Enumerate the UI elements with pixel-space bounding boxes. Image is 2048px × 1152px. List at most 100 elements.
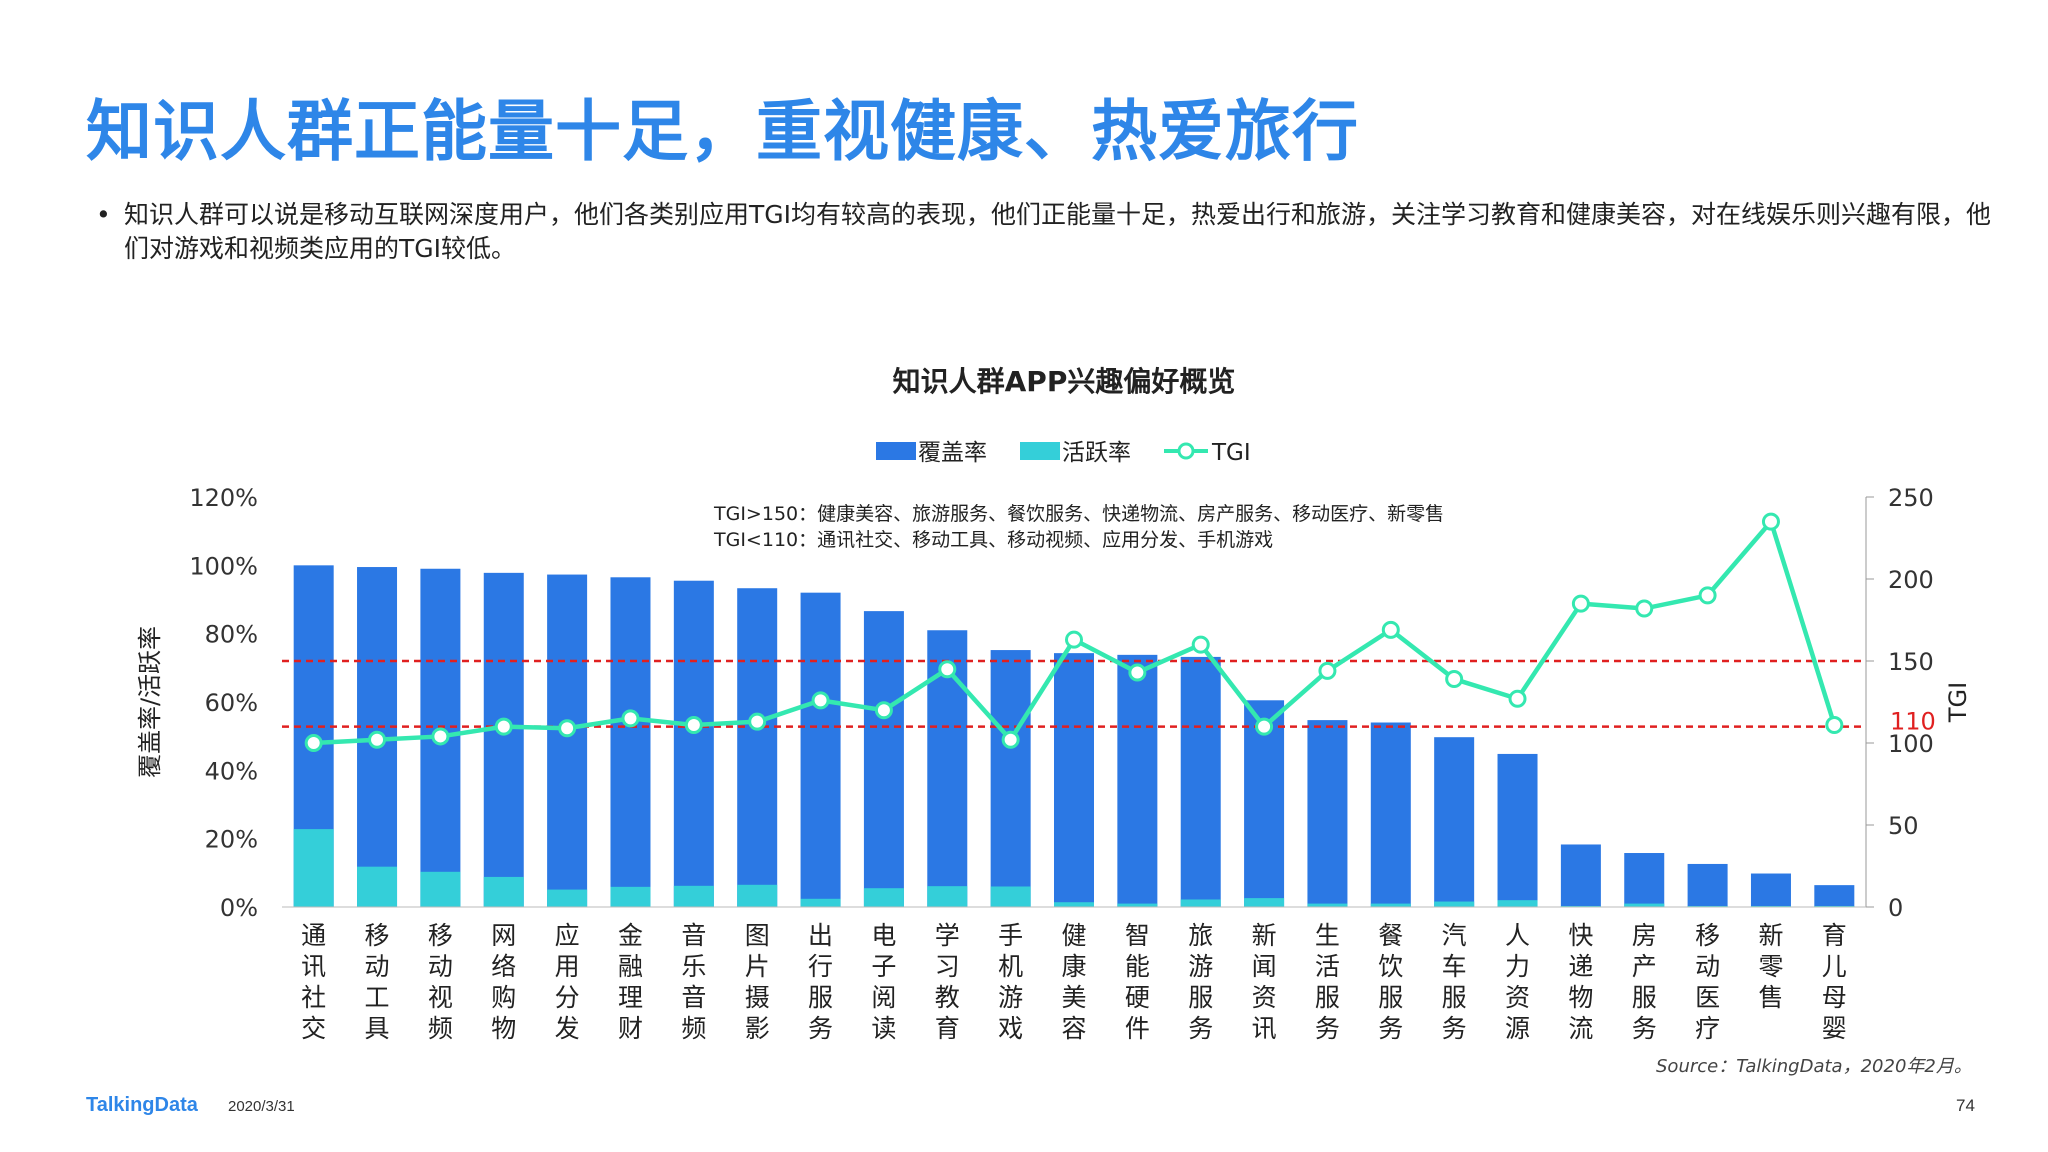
x-tick-label: 健康美容 <box>1061 921 1086 1043</box>
bar-activity <box>1307 903 1348 907</box>
y-axis-label: 覆盖率/活跃率 <box>136 626 164 778</box>
bar-activity <box>990 886 1031 907</box>
legend-swatch-1 <box>876 442 916 460</box>
tgi-point <box>621 709 640 728</box>
tgi-point <box>938 660 957 679</box>
annotation-1: TGI>150：健康美容、旅游服务、餐饮服务、快递物流、房产服务、移动医疗、新零… <box>713 503 1444 525</box>
tgi-point <box>1001 730 1020 749</box>
tgi-point <box>1761 512 1780 531</box>
legend-label-tgi: TGI <box>1211 440 1251 466</box>
tgi-point <box>684 715 703 734</box>
x-tick-label: 学习教育 <box>935 921 960 1043</box>
bar-activity <box>863 888 904 907</box>
x-tick-label: 旅游服务 <box>1188 921 1213 1043</box>
y-tick-label: 40% <box>205 757 258 785</box>
x-tick-label: 新零售 <box>1758 921 1783 1012</box>
legend-label-2: 活跃率 <box>1062 440 1131 466</box>
bar-activity <box>293 829 334 907</box>
tgi-point <box>1255 717 1274 736</box>
tgi-point <box>1571 594 1590 613</box>
y2-tick-label: 50 <box>1888 812 1919 840</box>
tgi-point <box>1825 715 1844 734</box>
tgi-point <box>1698 586 1717 605</box>
x-tick-label: 人力资源 <box>1505 921 1530 1043</box>
y2-axis-label: TGI <box>1944 682 1972 723</box>
legend-marker-tgi <box>1177 442 1195 460</box>
bar-coverage <box>1180 656 1221 907</box>
page-number: 74 <box>1956 1096 1975 1115</box>
x-tick-label: 汽车服务 <box>1442 921 1467 1043</box>
bar-coverage <box>1687 863 1728 907</box>
tgi-point <box>1191 635 1210 654</box>
tgi-point <box>304 734 323 752</box>
annotation-2: TGI<110：通讯社交、移动工具、移动视频、应用分发、手机游戏 <box>713 529 1273 551</box>
tgi-point <box>1128 663 1147 682</box>
tgi-point <box>874 701 893 720</box>
bar-activity <box>1497 900 1538 907</box>
y2-tick-label: 250 <box>1888 484 1934 512</box>
tgi-point <box>748 712 767 731</box>
bar-activity <box>1750 905 1791 907</box>
x-tick-label: 音乐音频 <box>681 921 706 1043</box>
x-tick-label: 移动医疗 <box>1695 921 1720 1043</box>
bar-coverage <box>483 572 524 907</box>
tgi-point <box>368 730 387 749</box>
tgi-point <box>1065 630 1083 649</box>
talkingdata-logo: TalkingData <box>86 1094 198 1116</box>
x-tick-label: 移动视频 <box>428 921 453 1043</box>
bullet-icon: • <box>96 200 111 229</box>
y-tick-label: 20% <box>205 826 258 854</box>
x-tick-label: 出行服务 <box>808 921 833 1043</box>
bar-activity <box>610 886 651 907</box>
bar-coverage <box>1434 737 1475 907</box>
bar-coverage <box>1117 654 1158 907</box>
x-tick-label: 应用分发 <box>555 921 580 1043</box>
tgi-point <box>1445 670 1464 689</box>
y-tick-label: 120% <box>189 484 258 512</box>
chart-title: 知识人群APP兴趣偏好概览 <box>893 365 1236 398</box>
bar-coverage <box>1814 885 1855 907</box>
summary-text: 知识人群可以说是移动互联网深度用户，他们各类别应用TGI均有较高的表现，他们正能… <box>124 200 1992 263</box>
reference-label-110: 110 <box>1890 708 1936 736</box>
bar-activity <box>357 866 398 907</box>
bar-coverage <box>1750 873 1791 907</box>
footer-date: 2020/3/31 <box>228 1098 295 1115</box>
bar-activity <box>1814 905 1855 907</box>
x-tick-label: 育儿母婴 <box>1822 921 1847 1043</box>
bar-coverage <box>1497 753 1538 907</box>
y-tick-label: 80% <box>205 621 258 649</box>
tgi-point <box>1635 599 1654 618</box>
bar-activity <box>1054 902 1094 907</box>
x-tick-label: 移动工具 <box>365 921 390 1043</box>
bar-coverage <box>1370 722 1411 907</box>
source-note: Source：TalkingData，2020年2月。 <box>1656 1056 1972 1077</box>
bar-coverage <box>800 592 841 907</box>
bar-activity <box>1687 905 1728 907</box>
y-tick-label: 60% <box>205 689 258 717</box>
bar-coverage <box>1054 653 1094 907</box>
y2-tick-label: 200 <box>1888 566 1934 594</box>
tgi-point <box>1318 661 1337 680</box>
bar-activity <box>1244 898 1285 907</box>
bar-activity <box>737 884 778 907</box>
x-tick-label: 快递物流 <box>1568 921 1593 1043</box>
x-tick-label: 通讯社交 <box>301 921 326 1043</box>
bar-coverage <box>737 588 778 907</box>
bar-coverage <box>673 580 714 907</box>
tgi-point <box>494 717 513 736</box>
bar-coverage <box>863 611 904 907</box>
bar-coverage <box>1307 720 1348 907</box>
y-tick-label: 100% <box>189 552 258 580</box>
bar-coverage <box>1624 853 1665 907</box>
bar-activity <box>547 889 588 907</box>
x-tick-label: 金融理财 <box>618 921 643 1043</box>
bar-activity <box>483 876 524 907</box>
y2-tick-label: 100 <box>1888 730 1934 758</box>
bar-activity <box>1434 901 1475 907</box>
bar-coverage <box>1560 844 1601 907</box>
bar-activity <box>420 871 461 907</box>
bar-activity <box>1117 903 1158 907</box>
tgi-point <box>811 691 830 710</box>
x-tick-label: 图片摄影 <box>745 921 770 1043</box>
